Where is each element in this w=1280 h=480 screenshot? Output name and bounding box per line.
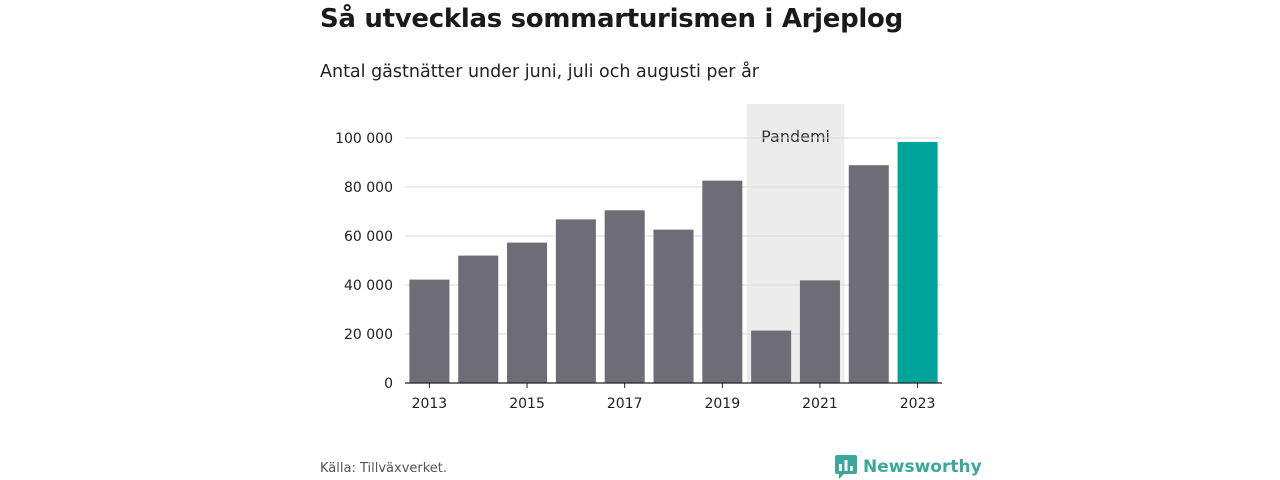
brand-name: Newsworthy [863,457,982,477]
bar-2015 [507,242,548,383]
x-tick-label: 2021 [802,396,838,412]
pandemic-label: Pandemi [761,127,830,146]
x-tick-label: 2015 [509,396,545,412]
bar-2022 [848,165,889,383]
source-note: Källa: Tillväxverket. [320,461,448,476]
x-tick-label: 2023 [900,396,936,412]
newsworthy-logo: Newsworthy [835,455,982,479]
chart-logo-icon [835,455,857,479]
chart-title: Så utvecklas sommarturismen i Arjeplog [320,4,903,34]
bar-2023 [897,141,938,383]
x-tick-label: 2013 [412,396,448,412]
y-tick-label: 60 000 [344,229,393,245]
bar-2020 [751,330,792,383]
y-tick-label: 80 000 [344,180,393,196]
bar-2017 [604,210,645,383]
chart-subtitle: Antal gästnätter under juni, juli och au… [320,62,759,82]
x-tick-label: 2019 [704,396,740,412]
y-tick-label: 20 000 [344,327,393,343]
bar-2013 [409,279,450,383]
bar-2019 [702,180,743,383]
y-tick-label: 100 000 [335,131,393,147]
y-tick-label: 40 000 [344,278,393,294]
bar-2014 [458,255,499,383]
y-tick-label: 0 [384,376,393,392]
bar-2018 [653,229,694,383]
bar-2016 [555,219,596,383]
bar-2021 [799,280,840,383]
x-tick-label: 2017 [607,396,643,412]
